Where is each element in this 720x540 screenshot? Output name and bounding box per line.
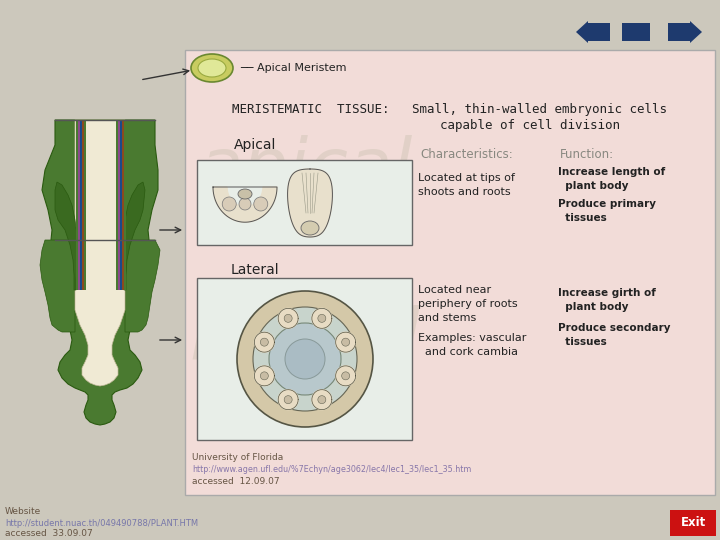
- Polygon shape: [42, 120, 158, 425]
- Text: plant body: plant body: [558, 181, 629, 191]
- Text: Produce primary: Produce primary: [558, 199, 656, 209]
- Text: Lateral: Lateral: [230, 263, 279, 277]
- Bar: [197, 160, 412, 245]
- Circle shape: [318, 314, 326, 322]
- Text: http://www.agen.ufl.edu/%7Echyn/age3062/lec4/lec1_35/lec1_35.htm: http://www.agen.ufl.edu/%7Echyn/age3062/…: [192, 465, 472, 475]
- Text: Increase length of: Increase length of: [558, 167, 665, 177]
- Circle shape: [253, 307, 357, 411]
- Text: apical: apical: [198, 136, 412, 205]
- Text: Located near: Located near: [418, 285, 491, 295]
- Circle shape: [261, 338, 269, 346]
- Polygon shape: [40, 240, 160, 332]
- Polygon shape: [120, 120, 122, 290]
- Text: Function:: Function:: [560, 148, 614, 161]
- Ellipse shape: [301, 221, 319, 235]
- Polygon shape: [254, 332, 274, 352]
- Text: and cork cambia: and cork cambia: [418, 347, 518, 357]
- Circle shape: [237, 291, 373, 427]
- Circle shape: [284, 314, 292, 322]
- Polygon shape: [278, 308, 298, 328]
- Polygon shape: [80, 120, 82, 290]
- Circle shape: [342, 338, 350, 346]
- Circle shape: [222, 197, 236, 211]
- Text: Examples: vascular: Examples: vascular: [418, 333, 526, 343]
- Polygon shape: [312, 308, 332, 328]
- Polygon shape: [84, 120, 86, 290]
- Text: tissues: tissues: [558, 213, 607, 223]
- Circle shape: [253, 197, 268, 211]
- Polygon shape: [55, 182, 77, 290]
- Text: tissues: tissues: [558, 337, 607, 347]
- Circle shape: [318, 396, 326, 404]
- Text: and stems: and stems: [418, 313, 476, 323]
- Bar: [622, 23, 650, 41]
- Circle shape: [342, 372, 350, 380]
- Circle shape: [239, 198, 251, 210]
- Ellipse shape: [191, 54, 233, 82]
- Polygon shape: [75, 120, 125, 386]
- Polygon shape: [116, 120, 118, 290]
- Polygon shape: [336, 366, 356, 386]
- Text: Exit: Exit: [680, 516, 706, 530]
- Text: Increase girth of: Increase girth of: [558, 288, 656, 298]
- Polygon shape: [82, 120, 84, 290]
- Ellipse shape: [238, 189, 252, 199]
- Bar: [185, 50, 715, 495]
- Polygon shape: [336, 332, 356, 352]
- Polygon shape: [122, 120, 124, 290]
- Polygon shape: [76, 120, 78, 290]
- Text: MERISTEMATIC  TISSUE:   Small, thin-walled embryonic cells: MERISTEMATIC TISSUE: Small, thin-walled …: [232, 104, 667, 117]
- Circle shape: [269, 323, 341, 395]
- Text: Website: Website: [5, 508, 41, 516]
- Text: ── Apical Meristem: ── Apical Meristem: [240, 63, 346, 73]
- FancyArrow shape: [668, 21, 702, 43]
- Polygon shape: [78, 120, 80, 290]
- Polygon shape: [254, 366, 274, 386]
- Text: accessed  33.09.07: accessed 33.09.07: [5, 529, 93, 537]
- Polygon shape: [124, 120, 126, 290]
- Text: Produce secondary: Produce secondary: [558, 323, 670, 333]
- Text: lateral: lateral: [189, 306, 420, 375]
- Bar: [670, 510, 716, 536]
- FancyArrow shape: [576, 21, 610, 43]
- Circle shape: [284, 396, 292, 404]
- Text: accessed  12.09.07: accessed 12.09.07: [192, 477, 279, 487]
- Circle shape: [261, 372, 269, 380]
- Bar: [197, 278, 412, 440]
- Polygon shape: [123, 182, 145, 290]
- Polygon shape: [312, 390, 332, 410]
- Text: University of Florida: University of Florida: [192, 454, 283, 462]
- Polygon shape: [287, 169, 333, 237]
- Ellipse shape: [198, 59, 226, 77]
- Circle shape: [285, 339, 325, 379]
- Text: plant body: plant body: [558, 302, 629, 312]
- Polygon shape: [118, 120, 120, 290]
- Text: capable of cell division: capable of cell division: [440, 118, 620, 132]
- Text: http://student.nuac.th/049490788/PLANT.HTM: http://student.nuac.th/049490788/PLANT.H…: [5, 518, 198, 528]
- Text: Located at tips of
shoots and roots: Located at tips of shoots and roots: [418, 173, 515, 198]
- Polygon shape: [213, 187, 277, 222]
- Text: periphery of roots: periphery of roots: [418, 299, 518, 309]
- Polygon shape: [278, 390, 298, 410]
- Text: Apical: Apical: [234, 138, 276, 152]
- Text: Characteristics:: Characteristics:: [420, 148, 513, 161]
